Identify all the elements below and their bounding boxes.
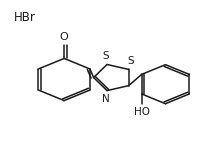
Text: S: S [127,56,134,66]
Text: HBr: HBr [14,10,35,24]
Text: O: O [60,32,68,42]
Text: S: S [103,51,109,61]
Text: N: N [102,94,110,104]
Text: HO: HO [134,107,150,117]
